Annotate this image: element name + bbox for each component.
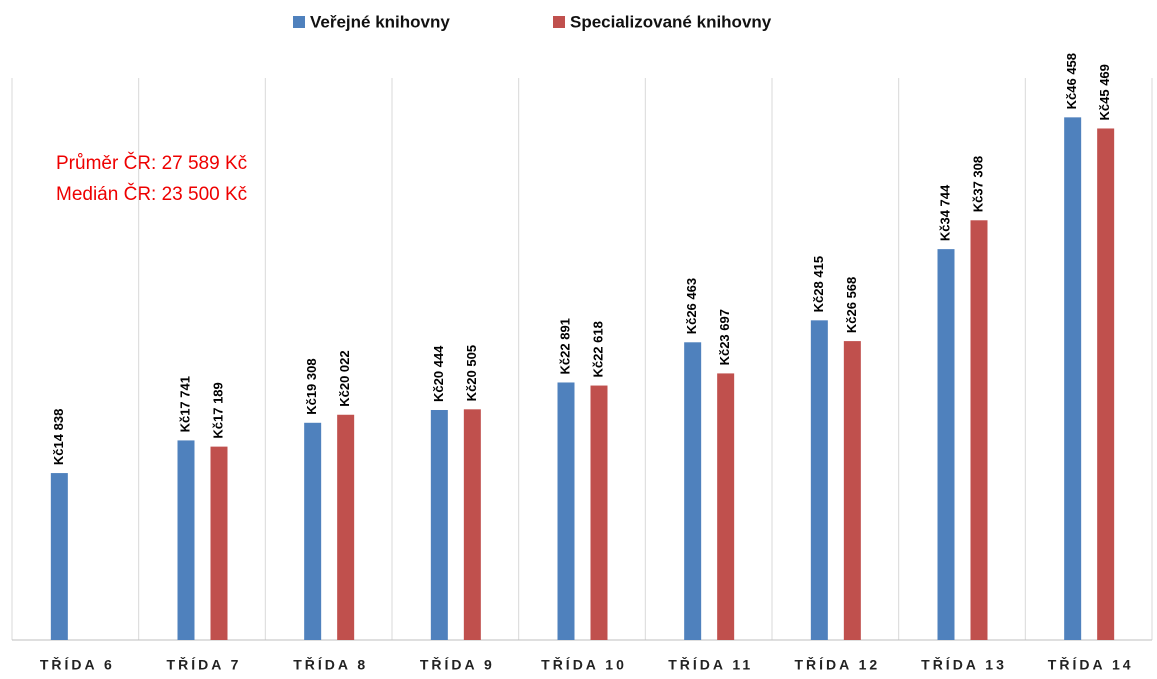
bar <box>430 410 448 640</box>
x-tick-label: TŘÍDA 6 <box>40 656 115 673</box>
bar <box>810 320 828 640</box>
x-tick-label: TŘÍDA 8 <box>293 656 368 673</box>
legend-label: Specializované knihovny <box>570 12 772 31</box>
bar <box>463 409 481 640</box>
data-label: Kč19 308 <box>304 358 319 414</box>
data-label: Kč17 741 <box>177 376 192 432</box>
x-tick-label: TŘÍDA 11 <box>668 656 753 673</box>
x-tick-label: TŘÍDA 14 <box>1048 656 1134 673</box>
legend-label: Veřejné knihovny <box>310 12 450 31</box>
bar <box>970 220 988 640</box>
data-label: Kč22 618 <box>590 321 605 377</box>
bar <box>337 414 355 640</box>
data-label: Kč28 415 <box>811 256 826 312</box>
bar <box>304 422 322 640</box>
data-label: Kč45 469 <box>1097 64 1112 120</box>
data-label: Kč22 891 <box>557 318 572 374</box>
bar <box>50 473 68 640</box>
bar <box>843 341 861 640</box>
annotation: Průměr ČR: 27 589 Kč <box>56 152 247 174</box>
bar <box>684 342 702 640</box>
data-label: Kč20 022 <box>337 350 352 406</box>
bar <box>177 440 195 640</box>
data-label: Kč34 744 <box>937 184 952 241</box>
bar <box>1097 128 1115 640</box>
bar <box>937 249 955 640</box>
legend-swatch <box>553 16 565 28</box>
data-label: Kč46 458 <box>1064 53 1079 109</box>
annotation: Medián ČR: 23 500 Kč <box>56 183 247 205</box>
data-label: Kč23 697 <box>717 309 732 365</box>
data-label: Kč20 505 <box>464 345 479 401</box>
bar <box>210 446 228 640</box>
data-label: Kč17 189 <box>210 382 225 438</box>
x-tick-label: TŘÍDA 9 <box>420 656 495 673</box>
data-label: Kč26 463 <box>684 278 699 334</box>
data-label: Kč37 308 <box>970 156 985 212</box>
data-label: Kč26 568 <box>844 277 859 333</box>
data-label: Kč14 838 <box>51 409 66 465</box>
bar <box>1064 117 1082 640</box>
legend-swatch <box>293 16 305 28</box>
data-label: Kč20 444 <box>431 345 446 402</box>
x-tick-label: TŘÍDA 7 <box>167 656 242 673</box>
x-tick-label: TŘÍDA 13 <box>921 656 1007 673</box>
bar <box>590 385 608 640</box>
x-tick-label: TŘÍDA 12 <box>794 656 880 673</box>
bar <box>557 382 575 640</box>
x-tick-label: TŘÍDA 10 <box>541 656 627 673</box>
bar <box>717 373 735 640</box>
